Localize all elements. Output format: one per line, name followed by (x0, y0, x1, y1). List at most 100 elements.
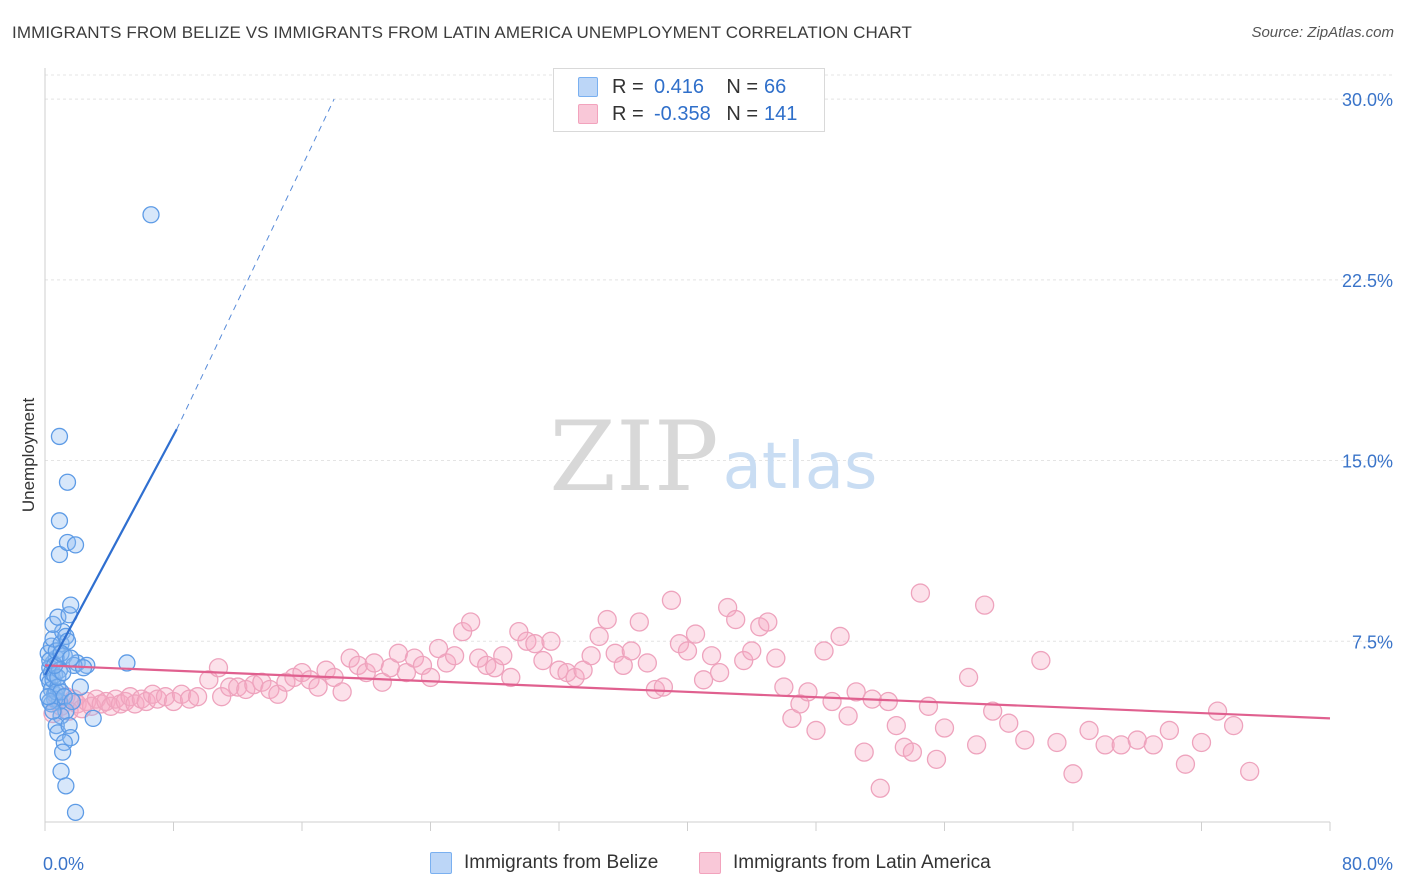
legend-n-value: 66 (764, 75, 787, 98)
point-latin-america (452, 621, 473, 642)
point-belize (50, 545, 69, 564)
point-latin-america (444, 646, 465, 666)
point-latin-america (613, 655, 633, 676)
point-belize (54, 743, 72, 761)
point-belize (52, 683, 70, 701)
point-latin-america (918, 696, 939, 716)
legend-n-label: N = (726, 102, 758, 125)
legend-r-value: 0.416 (654, 75, 705, 98)
legend-r-value: -0.358 (654, 102, 711, 125)
point-latin-america (509, 621, 529, 642)
point-latin-america (308, 677, 328, 697)
legend-r-label: R = (612, 102, 644, 125)
point-latin-america (461, 612, 481, 632)
legend-swatch-belize (578, 77, 598, 97)
point-latin-america (1159, 720, 1180, 741)
point-latin-america (1127, 730, 1147, 750)
point-latin-america (348, 655, 368, 676)
legend-swatch-latin-america (699, 852, 721, 874)
point-latin-america (1191, 732, 1212, 753)
point-belize (57, 702, 75, 720)
point-latin-america (208, 658, 229, 678)
legend-item-belize[interactable]: Immigrants from Belize (430, 852, 658, 874)
point-latin-america (838, 706, 858, 726)
point-latin-america (1047, 732, 1067, 753)
point-latin-america (701, 646, 722, 666)
point-latin-america (621, 641, 641, 661)
point-latin-america (1015, 730, 1035, 750)
point-latin-america (372, 672, 392, 692)
trend-line-belize-extension (176, 98, 335, 430)
point-latin-america (958, 667, 979, 688)
point-latin-america (983, 701, 1003, 721)
point-latin-america (629, 612, 649, 632)
legend-item-latin-america[interactable]: Immigrants from Latin America (699, 852, 991, 874)
point-latin-america (677, 641, 698, 661)
point-latin-america (726, 609, 746, 630)
point-latin-america (493, 646, 513, 666)
point-latin-america (846, 682, 866, 702)
point-latin-america (420, 667, 441, 688)
point-latin-america (653, 677, 674, 697)
point-latin-america (364, 653, 384, 673)
point-latin-america (734, 650, 754, 671)
point-belize (57, 777, 75, 795)
point-belize (58, 473, 77, 491)
point-belize (66, 803, 85, 822)
point-latin-america (814, 641, 834, 661)
y-tick-label: 30.0% (1342, 90, 1393, 110)
legend-label-latin-america: Immigrants from Latin America (733, 852, 991, 873)
point-latin-america (388, 643, 409, 663)
point-latin-america (316, 660, 336, 680)
point-latin-america (854, 742, 874, 762)
point-latin-america (212, 687, 232, 707)
legend-r-label: R = (612, 75, 644, 98)
point-latin-america (975, 595, 995, 615)
point-belize (142, 206, 160, 224)
point-latin-america (332, 682, 352, 702)
point-latin-america (966, 735, 987, 755)
point-latin-america (1223, 715, 1244, 736)
axes (44, 68, 1331, 831)
correlation-legend: R = 0.416 N = 66 R = -0.358 N = 141 (553, 68, 825, 132)
legend-label-belize: Immigrants from Belize (464, 852, 659, 873)
y-tick-label: 15.0% (1342, 452, 1393, 472)
point-latin-america (436, 653, 457, 673)
point-belize (118, 654, 136, 672)
x-tick-label: 0.0% (43, 854, 84, 874)
point-latin-america (774, 677, 794, 697)
point-latin-america (525, 634, 545, 654)
point-belize (62, 596, 80, 614)
trend-lines (44, 98, 1331, 720)
point-latin-america (589, 626, 609, 647)
grid-lines (45, 74, 1392, 642)
point-latin-america (356, 662, 376, 683)
point-latin-america (685, 624, 706, 644)
point-latin-america (910, 583, 931, 603)
point-belize (66, 536, 85, 554)
legend-row-latin-america: R = -0.358 N = 141 (578, 101, 834, 127)
point-latin-america (926, 749, 947, 769)
point-latin-america (1031, 650, 1051, 671)
legend-swatch-latin-america (578, 104, 598, 124)
point-latin-america (428, 638, 449, 659)
point-latin-america (581, 646, 601, 666)
point-belize (63, 692, 81, 711)
point-latin-america (661, 590, 682, 610)
y-axis-label: Unemployment (19, 398, 38, 513)
point-latin-america (533, 650, 553, 671)
point-latin-america (999, 713, 1019, 733)
point-latin-america (1240, 761, 1260, 782)
point-belize (44, 702, 62, 720)
point-latin-america (1095, 735, 1115, 755)
trend-line-latin-america (44, 664, 1331, 720)
point-latin-america (782, 708, 802, 729)
point-latin-america (163, 691, 184, 712)
legend-n-value: 141 (764, 102, 798, 125)
point-belize (50, 427, 69, 446)
point-latin-america (220, 677, 240, 697)
point-latin-america (806, 720, 826, 741)
point-latin-america (469, 648, 489, 668)
point-latin-america (822, 691, 842, 712)
point-latin-america (136, 691, 156, 712)
